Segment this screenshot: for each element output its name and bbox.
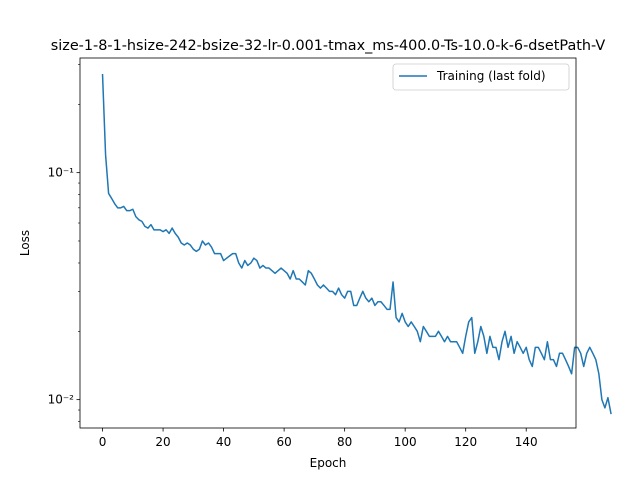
x-tick-label: 0 xyxy=(99,435,107,449)
legend: Training (last fold) xyxy=(392,63,570,91)
x-axis-label: Epoch xyxy=(310,456,347,470)
x-tick-label: 100 xyxy=(394,435,417,449)
x-tick-label: 20 xyxy=(155,435,170,449)
series-line-training-last-fold xyxy=(101,73,612,415)
x-tick-label: 80 xyxy=(337,435,352,449)
y-axis-ticks: 10⁻² 10⁻¹ xyxy=(48,64,80,422)
x-tick-label: 120 xyxy=(454,435,477,449)
y-tick-label: 10⁻¹ xyxy=(48,166,75,180)
legend-box xyxy=(392,63,570,91)
series-layer xyxy=(101,73,612,415)
x-axis-ticks: 0 20 40 60 80 100 120 140 xyxy=(99,428,538,449)
x-tick-label: 140 xyxy=(515,435,538,449)
y-axis-label: Loss xyxy=(18,230,32,256)
plot-area xyxy=(80,58,576,428)
chart-title: size-1-8-1-hsize-242-bsize-32-lr-0.001-t… xyxy=(51,38,606,54)
x-tick-label: 60 xyxy=(276,435,291,449)
x-tick-label: 40 xyxy=(216,435,231,449)
legend-series-label: Training (last fold) xyxy=(436,69,546,83)
y-tick-label: 10⁻² xyxy=(48,393,75,407)
plot-frame xyxy=(79,57,577,429)
